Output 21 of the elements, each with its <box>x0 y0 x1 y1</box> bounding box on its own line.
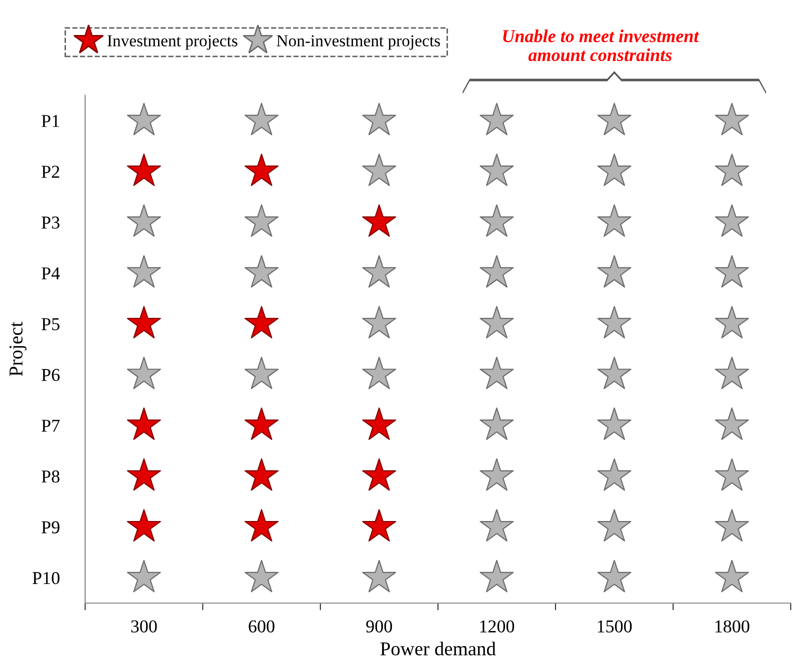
y-tick-label: P9 <box>42 521 60 534</box>
y-tick-label: P4 <box>42 267 60 280</box>
y-tick-label: P2 <box>42 166 60 178</box>
x-tick-label: 300 <box>131 620 157 632</box>
y-tick-label: P1 <box>42 115 60 127</box>
y-tick-label: P5 <box>42 318 60 330</box>
legend-label: Non-investment projects <box>276 35 440 50</box>
x-tick-label: 1200 <box>480 620 514 632</box>
x-tick-label: 1500 <box>598 620 632 632</box>
y-axis-title: Project <box>9 322 27 376</box>
x-tick-label: 1800 <box>715 620 750 632</box>
x-tick-label: 900 <box>366 620 392 632</box>
y-tick-label: P3 <box>42 216 60 229</box>
y-tick-label: P8 <box>42 470 60 483</box>
y-tick-label: P10 <box>32 572 60 584</box>
x-tick-label: 600 <box>248 620 274 632</box>
y-tick-label: P7 <box>42 420 60 432</box>
text: Unable to meet investment amount constraints <box>503 30 700 62</box>
x-axis-title: Power demand <box>380 642 496 656</box>
legend-label: Investment projects <box>108 35 238 50</box>
y-tick-label: P6 <box>42 368 60 382</box>
